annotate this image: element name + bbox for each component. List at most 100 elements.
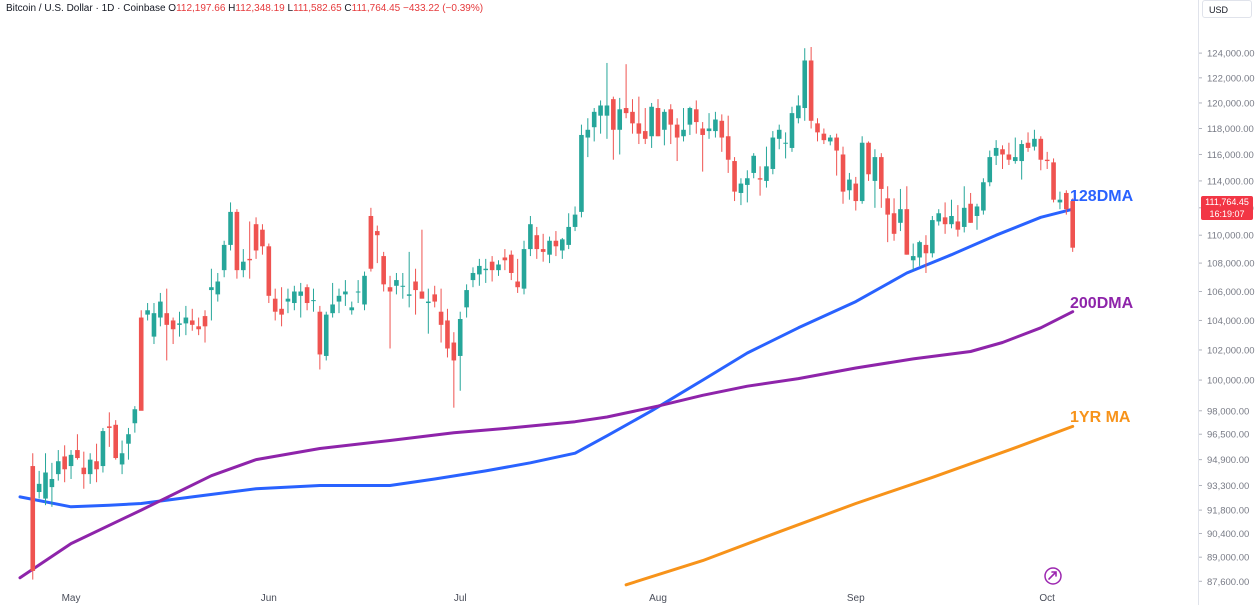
candle-body xyxy=(974,206,980,216)
candle-up xyxy=(241,249,246,278)
candle-body xyxy=(304,287,310,304)
candle-up xyxy=(910,243,916,271)
candle-body xyxy=(432,294,437,302)
candle-down xyxy=(636,96,642,145)
candle-body xyxy=(981,182,986,211)
candle-body xyxy=(770,137,776,169)
candle-body xyxy=(796,105,801,119)
candle-body xyxy=(107,426,112,428)
candle-body xyxy=(215,281,221,295)
candle-up xyxy=(285,288,291,314)
candle-up xyxy=(662,109,667,146)
candle-down xyxy=(368,207,374,272)
candle-body xyxy=(745,178,750,185)
candle-up xyxy=(930,215,935,258)
candle-body xyxy=(247,258,252,261)
candle-body xyxy=(209,287,214,291)
candle-body xyxy=(783,142,788,144)
candle-body xyxy=(1012,157,1018,162)
candle-body xyxy=(470,272,476,281)
candle-up xyxy=(981,178,986,215)
candle-body xyxy=(591,111,597,128)
y-tick-label: 90,400.00 xyxy=(1207,529,1249,540)
candle-body xyxy=(87,459,93,475)
candle-body xyxy=(221,244,227,271)
candle-body xyxy=(930,220,935,254)
candle-body xyxy=(821,133,827,141)
candle-body xyxy=(521,249,527,289)
candle-down xyxy=(540,233,546,262)
candle-body xyxy=(292,291,297,304)
candle-up xyxy=(783,132,788,159)
candle-body xyxy=(655,108,661,137)
candle-up xyxy=(585,118,591,158)
candle-body xyxy=(1051,162,1056,200)
candle-up xyxy=(1019,140,1024,180)
candle-up xyxy=(993,140,999,165)
candle-up xyxy=(713,111,718,138)
candle-down xyxy=(432,285,437,308)
candle-body xyxy=(955,221,961,230)
candle-down xyxy=(413,268,418,315)
candle-down xyxy=(438,288,444,343)
ohlc-header: Bitcoin / U.S. Dollar · 1D · Coinbase O1… xyxy=(6,3,483,14)
currency-selector[interactable]: USD xyxy=(1202,0,1252,18)
y-tick-label: 94,900.00 xyxy=(1207,455,1249,466)
candle-body xyxy=(451,342,457,361)
candle-body xyxy=(738,183,744,193)
candle-body xyxy=(145,310,150,315)
candle-up xyxy=(604,62,610,139)
candle-down xyxy=(94,443,99,483)
candle-up xyxy=(145,303,150,321)
last-price-value: 111,764.45 xyxy=(1205,197,1249,207)
candle-body xyxy=(298,291,304,296)
candle-body xyxy=(272,298,278,312)
candle-down xyxy=(891,198,897,241)
candle-body xyxy=(202,316,208,327)
candle-body xyxy=(483,268,489,271)
candle-up xyxy=(974,203,980,230)
candle-up xyxy=(68,450,74,479)
candle-up xyxy=(987,150,993,187)
candle-body xyxy=(170,320,176,330)
candle-up xyxy=(464,284,469,318)
candle-body xyxy=(693,109,699,123)
candle-down xyxy=(489,256,495,282)
candle-up xyxy=(55,450,61,481)
candle-body xyxy=(687,108,693,125)
candle-body xyxy=(1019,144,1024,162)
candle-body xyxy=(349,307,355,311)
candle-body xyxy=(815,123,820,133)
candle-body xyxy=(1025,142,1031,148)
candle-down xyxy=(904,186,910,255)
candle-body xyxy=(336,295,342,302)
scroll-to-realtime-icon[interactable] xyxy=(1044,567,1062,585)
candle-body xyxy=(1038,138,1044,160)
candle-body xyxy=(528,224,533,250)
candle-body xyxy=(585,129,591,138)
y-tick-label: 120,000.00 xyxy=(1207,98,1255,109)
candle-up xyxy=(209,268,214,321)
candle-down xyxy=(387,275,393,349)
x-tick-label: Jun xyxy=(261,593,277,604)
candle-body xyxy=(968,203,973,223)
candle-body xyxy=(700,128,705,135)
candle-up xyxy=(521,240,527,295)
candle-down xyxy=(655,99,661,137)
candle-down xyxy=(317,305,323,370)
candle-body xyxy=(547,240,552,255)
candle-up xyxy=(100,427,106,473)
candle-up xyxy=(566,213,571,250)
candle-up xyxy=(151,303,157,345)
candle-down xyxy=(1038,136,1044,171)
candle-body xyxy=(751,155,756,173)
candle-body xyxy=(891,213,897,234)
candle-body xyxy=(228,211,233,245)
candle-down xyxy=(202,310,208,343)
candle-body xyxy=(853,183,859,202)
candle-up xyxy=(706,113,712,139)
candle-down xyxy=(189,308,195,331)
candle-body xyxy=(362,275,367,305)
